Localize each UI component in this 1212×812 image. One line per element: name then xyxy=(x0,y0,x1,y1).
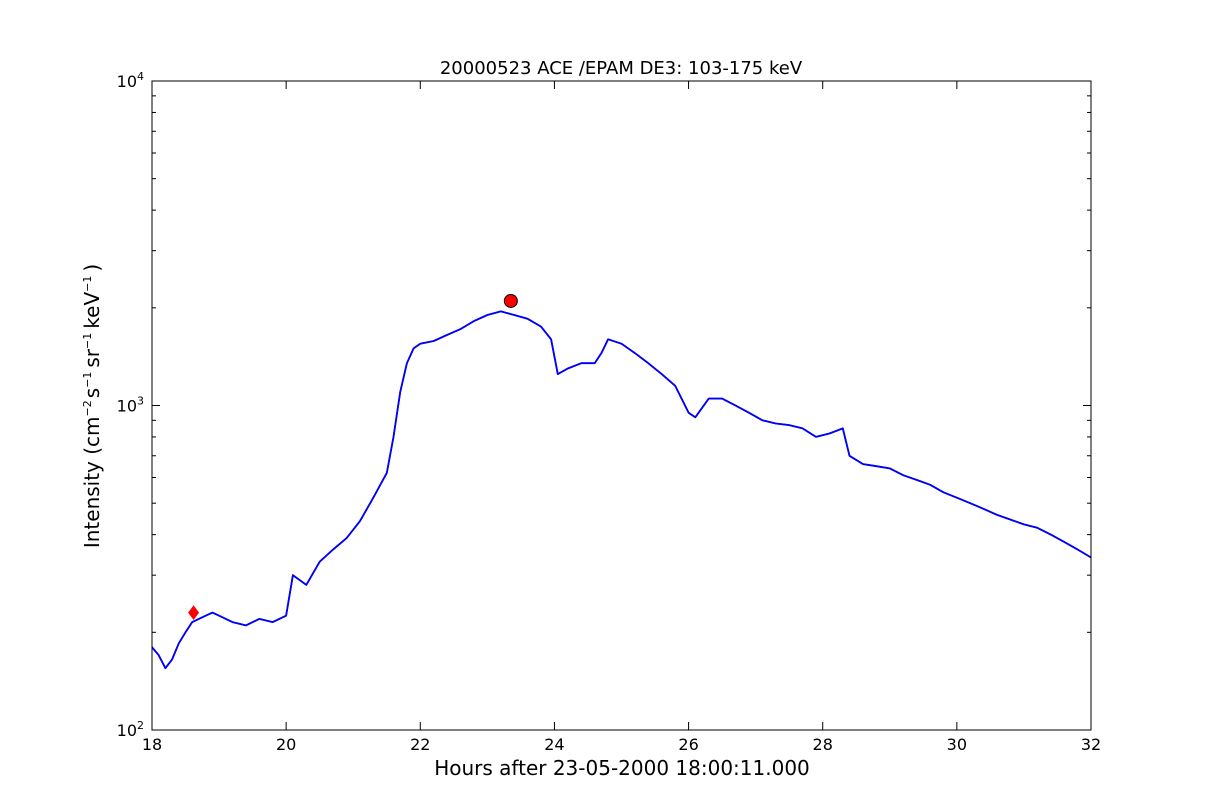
x-tick-label: 30 xyxy=(947,735,967,754)
marker-layer xyxy=(188,293,518,620)
y-axis-label: Intensity (cm−2s−1sr−1keV−1) xyxy=(80,264,104,548)
x-tick-label: 18 xyxy=(142,735,162,754)
chart-title: 20000523 ACE /EPAM DE3: 103-175 keV xyxy=(440,58,803,79)
x-axis-label: Hours after 23-05-2000 18:00:11.000 xyxy=(434,756,810,780)
y-tick-label: 102 xyxy=(117,719,144,740)
marker-diamond xyxy=(188,605,200,620)
series-line-smoothed xyxy=(151,310,1092,670)
series-layer xyxy=(151,310,1092,670)
x-tick-label: 32 xyxy=(1081,735,1101,754)
marker-circle xyxy=(503,293,518,308)
x-tick-label: 22 xyxy=(410,735,430,754)
x-tick-label: 28 xyxy=(813,735,833,754)
x-axis: 18 20 22 24 26 28 30 32 xyxy=(142,81,1101,754)
x-tick-label: 24 xyxy=(544,735,564,754)
x-tick-label: 26 xyxy=(678,735,698,754)
x-tick-label: 20 xyxy=(276,735,296,754)
y-tick-label: 104 xyxy=(117,70,144,91)
y-axis: 102 103 104 xyxy=(117,70,1091,740)
y-tick-label: 103 xyxy=(117,395,144,416)
